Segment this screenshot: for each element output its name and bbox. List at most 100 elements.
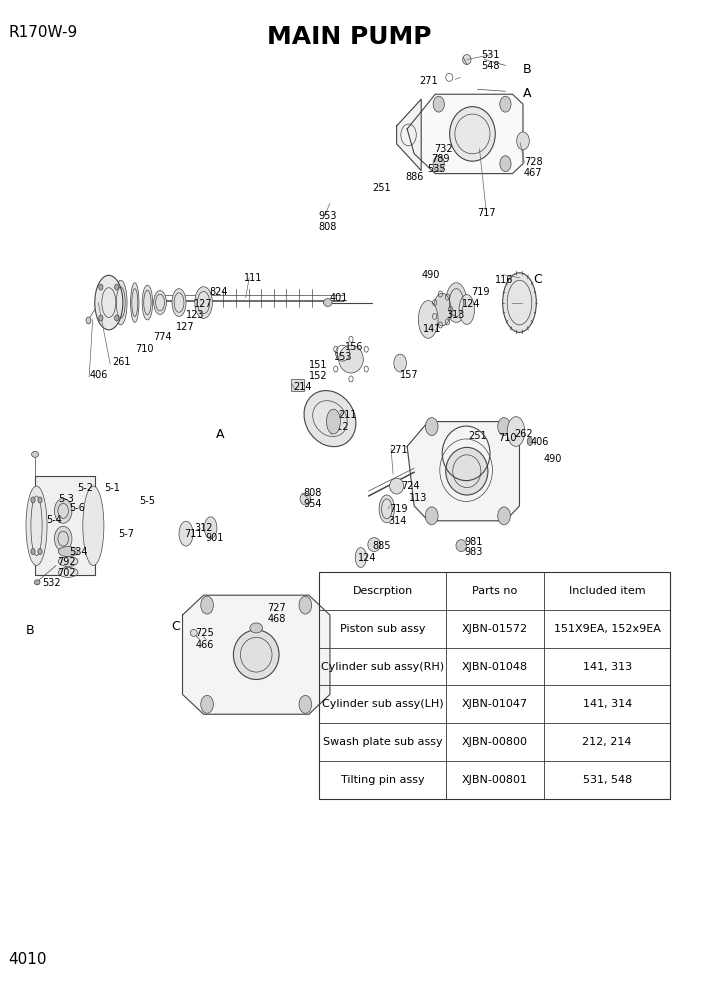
Text: A: A [216,428,225,441]
Circle shape [433,156,444,172]
Text: 212, 214: 212, 214 [583,737,632,747]
Text: 732: 732 [434,144,453,154]
FancyBboxPatch shape [35,476,95,575]
Text: 251: 251 [372,184,391,193]
Ellipse shape [503,273,536,332]
Ellipse shape [463,55,471,64]
Text: B: B [523,62,531,76]
Text: B: B [26,624,34,638]
Text: 792: 792 [58,558,77,567]
Circle shape [114,284,119,290]
Text: C: C [171,620,180,634]
Circle shape [498,507,510,525]
Text: 127: 127 [176,322,194,332]
Text: MAIN PUMP: MAIN PUMP [267,25,431,49]
Text: 774: 774 [153,332,172,342]
Text: 156: 156 [345,342,364,352]
Text: 711: 711 [184,529,202,539]
Text: 261: 261 [112,357,131,367]
Text: 116: 116 [495,275,513,285]
Text: 719: 719 [471,287,489,297]
Text: 724: 724 [402,481,420,491]
Text: 717: 717 [477,208,496,218]
Circle shape [425,507,438,525]
Text: 702: 702 [58,568,77,578]
Ellipse shape [324,299,332,307]
Circle shape [201,596,213,614]
Text: 901: 901 [206,533,224,543]
Text: 141: 141 [423,324,442,334]
Polygon shape [407,422,519,521]
Ellipse shape [446,447,488,495]
Text: 141, 314: 141, 314 [583,699,632,709]
Text: 467: 467 [524,168,542,178]
Ellipse shape [326,410,340,434]
Circle shape [500,96,511,112]
Text: Tilting pin assy: Tilting pin assy [340,775,425,785]
Text: 535: 535 [428,164,446,174]
Text: 824: 824 [209,287,227,297]
Text: XJBN-01047: XJBN-01047 [462,699,528,709]
Text: 5-3: 5-3 [58,494,74,504]
Text: Included item: Included item [569,586,646,596]
Circle shape [31,497,35,503]
Text: 531, 548: 531, 548 [583,775,632,785]
Text: Descrption: Descrption [352,586,413,596]
Text: 271: 271 [389,445,408,455]
Text: 5-1: 5-1 [104,483,120,493]
Text: 157: 157 [400,370,419,380]
Text: XJBN-01048: XJBN-01048 [462,662,528,672]
Text: 151: 151 [309,360,327,370]
Text: 534: 534 [69,547,87,557]
Text: 251: 251 [468,432,487,441]
Text: 954: 954 [303,499,322,509]
Text: 123: 123 [186,310,204,320]
Ellipse shape [446,283,467,322]
Ellipse shape [390,478,404,494]
Text: 314: 314 [388,516,406,526]
Ellipse shape [86,317,91,323]
Ellipse shape [233,630,279,680]
Ellipse shape [32,451,39,457]
Text: Parts no: Parts no [472,586,517,596]
Ellipse shape [131,283,139,322]
Ellipse shape [58,547,78,557]
Ellipse shape [190,630,197,637]
Ellipse shape [507,417,524,446]
Circle shape [114,315,119,321]
Text: 981: 981 [464,537,482,547]
Text: 953: 953 [319,211,337,221]
Circle shape [99,284,103,290]
Polygon shape [397,99,421,171]
Text: 151X9EA, 152x9EA: 151X9EA, 152x9EA [554,624,661,634]
Ellipse shape [368,538,380,552]
Text: 710: 710 [135,344,153,354]
Ellipse shape [142,286,152,320]
Ellipse shape [172,289,186,316]
Text: 5-5: 5-5 [139,496,155,506]
Ellipse shape [449,106,496,161]
Text: 532: 532 [42,578,61,588]
Circle shape [299,596,312,614]
Text: Piston sub assy: Piston sub assy [340,624,425,634]
Text: R170W-9: R170W-9 [8,25,78,40]
Text: 531: 531 [481,50,499,60]
Ellipse shape [58,567,78,577]
Text: 725: 725 [195,628,214,638]
Ellipse shape [394,354,406,372]
Ellipse shape [250,623,263,633]
Polygon shape [407,94,523,174]
Text: 983: 983 [464,547,482,557]
Ellipse shape [54,499,72,524]
Circle shape [425,418,438,435]
Text: 152: 152 [309,371,328,381]
Ellipse shape [355,548,366,567]
Ellipse shape [304,391,356,446]
Ellipse shape [154,291,166,314]
Text: 710: 710 [498,434,517,443]
Text: XJBN-00801: XJBN-00801 [462,775,528,785]
Text: 111: 111 [244,273,263,283]
Circle shape [38,497,42,503]
Ellipse shape [459,295,475,324]
Ellipse shape [26,486,47,565]
